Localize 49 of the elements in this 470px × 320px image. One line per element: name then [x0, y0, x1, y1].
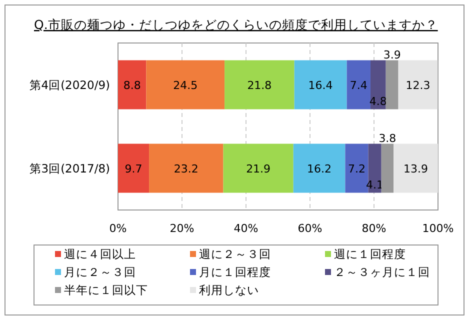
- x-tick-label: 60%: [298, 222, 322, 235]
- data-label: 24.5: [173, 78, 198, 92]
- bar: [386, 60, 398, 110]
- data-label: 21.8: [247, 78, 272, 92]
- bar: [346, 60, 370, 110]
- bar: [370, 60, 386, 110]
- x-tick-label: 100%: [422, 222, 454, 235]
- bar: [118, 60, 146, 110]
- legend-label: 週に１回程度: [334, 247, 406, 261]
- y-tick-label: 第3回(2017/8): [29, 161, 110, 176]
- bar: [149, 144, 224, 193]
- data-label: 3.8: [378, 132, 396, 145]
- data-label: 3.9: [383, 48, 401, 62]
- bar: [118, 144, 150, 193]
- bar: [398, 60, 438, 110]
- x-tick-label: 20%: [170, 222, 194, 235]
- data-label: 16.2: [307, 162, 332, 176]
- legend-label: 週に４回以上: [64, 247, 136, 261]
- bar: [293, 144, 346, 193]
- legend-label: 半年に１回以下: [64, 283, 148, 297]
- x-tick-label: 0%: [109, 222, 127, 235]
- legend-label: 月に１回程度: [199, 265, 271, 279]
- legend-label: 利用しない: [199, 283, 259, 297]
- data-label: 9.7: [124, 162, 142, 176]
- bar: [294, 60, 347, 110]
- data-label: 21.9: [246, 162, 271, 176]
- data-label: 7.2: [348, 162, 366, 176]
- bar: [224, 60, 294, 110]
- data-label: 23.2: [174, 162, 198, 176]
- chart-title: Q.市販の麺つゆ・だしつゆをどのくらいの頻度で利用していますか？: [34, 17, 438, 32]
- legend-label: ２～３ヶ月に１回: [334, 265, 430, 279]
- x-tick-label: 40%: [234, 222, 258, 235]
- bar: [223, 144, 294, 193]
- bar: [146, 60, 225, 110]
- data-label: 4.1: [366, 178, 384, 192]
- bar: [394, 144, 438, 193]
- data-label: 8.8: [123, 78, 141, 92]
- legend-label: 月に２～３回: [64, 265, 136, 279]
- data-label: 13.9: [404, 162, 428, 176]
- data-label: 16.4: [308, 78, 333, 92]
- data-label: 4.8: [369, 94, 387, 108]
- bar: [368, 144, 382, 193]
- bar: [381, 144, 394, 193]
- x-tick-label: 80%: [362, 222, 386, 235]
- data-label: 7.4: [350, 78, 368, 92]
- y-tick-label: 第4回(2020/9): [29, 78, 110, 92]
- legend-label: 週に２～３回: [199, 247, 271, 261]
- bar: [345, 144, 368, 193]
- data-label: 12.3: [406, 78, 430, 92]
